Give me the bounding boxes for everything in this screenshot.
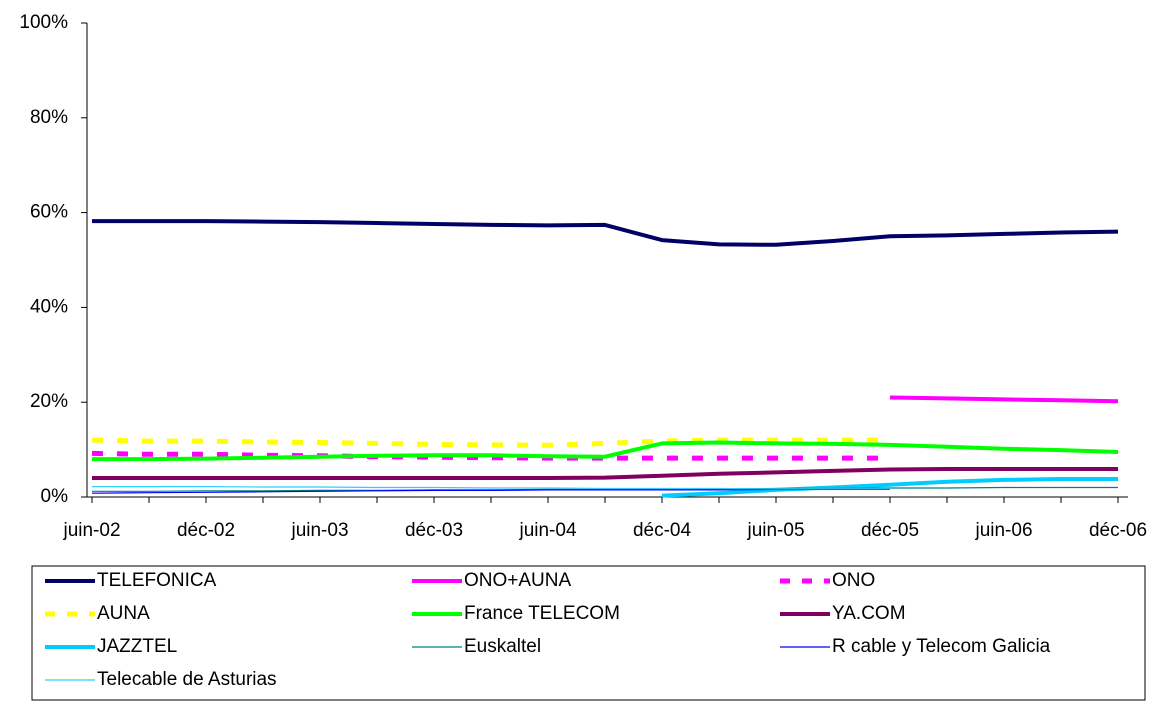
x-tick-label: déc-06: [1089, 520, 1147, 541]
x-tick-label: juin-06: [974, 520, 1032, 541]
series-line: [91, 488, 890, 494]
y-tick-label: 100%: [19, 12, 68, 33]
series-line: [92, 219, 1119, 247]
y-tick-label: 0%: [41, 486, 69, 507]
x-tick-label: déc-03: [405, 520, 463, 541]
legend-label: Telecable de Asturias: [97, 669, 277, 690]
series-line: [92, 467, 1118, 480]
x-tick-label: déc-04: [633, 520, 692, 541]
series-line: [889, 395, 1119, 404]
x-tick-label: juin-02: [62, 520, 120, 541]
y-tick-label: 40%: [30, 296, 68, 317]
x-tick-label: juin-05: [746, 520, 804, 541]
series-line: [91, 450, 890, 461]
series-line: [92, 486, 890, 490]
series-line: [661, 477, 1118, 498]
legend-label: YA.COM: [832, 603, 906, 624]
x-tick-label: juin-03: [290, 520, 348, 541]
legend-label: ONO+AUNA: [464, 570, 571, 591]
series-line: [92, 440, 1119, 462]
series-line: [91, 437, 890, 448]
legend-label: AUNA: [97, 603, 150, 624]
legend-label: Euskaltel: [464, 636, 541, 657]
y-tick-label: 60%: [30, 202, 68, 223]
legend-label: ONO: [832, 570, 875, 591]
x-tick-label: juin-04: [518, 520, 576, 541]
x-tick-label: déc-02: [177, 520, 235, 541]
x-tick-label: déc-05: [861, 520, 919, 541]
legend-label: France TELECOM: [464, 603, 620, 624]
legend-label: TELEFONICA: [97, 570, 217, 591]
legend-label: JAZZTEL: [97, 636, 177, 657]
y-tick-label: 80%: [30, 107, 68, 128]
legend-label: R cable y Telecom Galicia: [832, 636, 1051, 657]
legend-box: [31, 565, 1146, 701]
y-tick-label: 20%: [30, 391, 68, 412]
